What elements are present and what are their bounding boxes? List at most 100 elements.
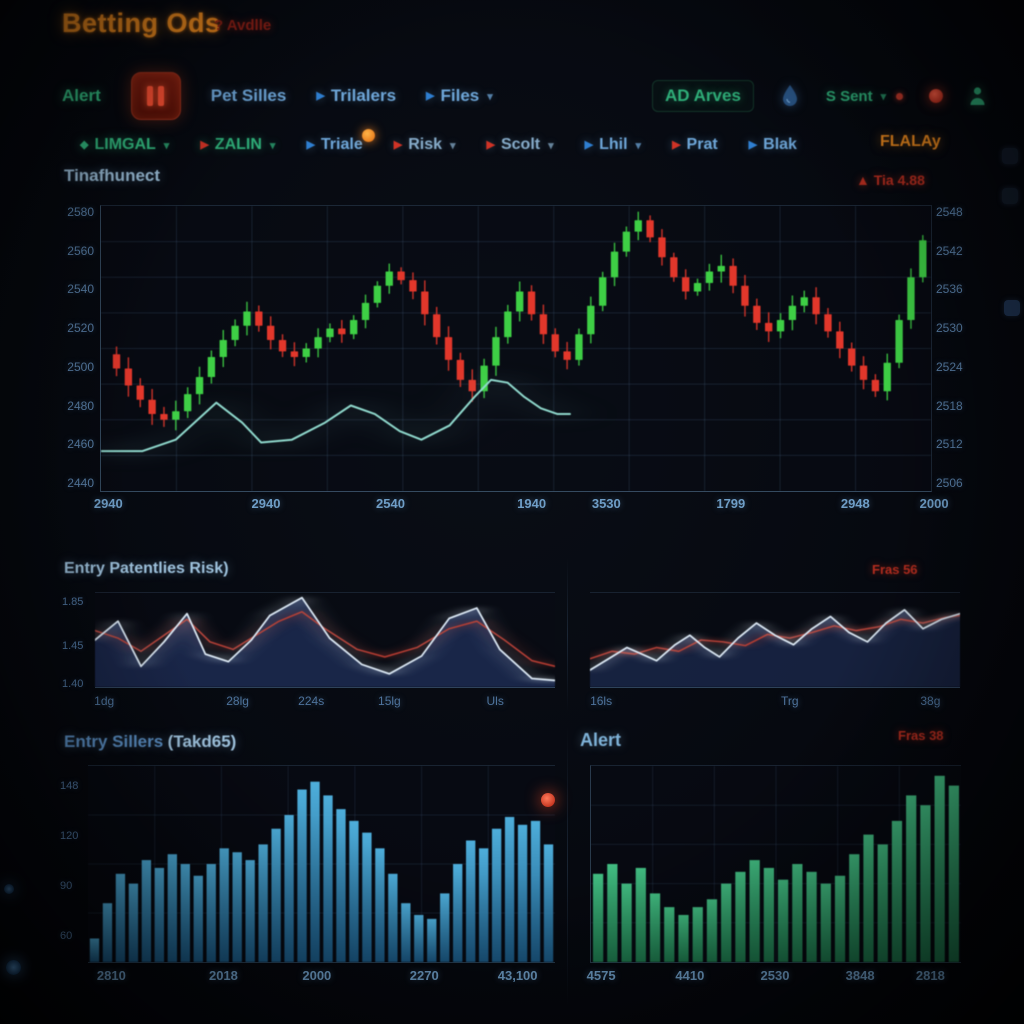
diamond-icon: ◆ [80, 138, 89, 151]
bottom-left-title-accent: (Takd65) [167, 732, 237, 751]
bar-svg [591, 766, 961, 962]
axis-tick: 2530 [760, 968, 790, 983]
axis-tick: 2000 [302, 968, 332, 983]
pause-button[interactable] [130, 72, 181, 120]
axis-tick: 15lg [378, 694, 401, 708]
axis-tick: 2560 [67, 243, 94, 258]
status-dot [6, 960, 21, 975]
ad-arves-label: AD Arves [665, 86, 741, 105]
mid-right-chart-plot[interactable] [590, 592, 960, 688]
bottom-left-chart-plot[interactable] [88, 765, 555, 963]
s-sent-label: S Sent [825, 87, 873, 105]
bottom-right-chart-plot[interactable] [590, 765, 961, 963]
chevron-down-icon: ▾ [548, 139, 554, 152]
pause-icon [158, 86, 165, 106]
edge-icon [1002, 148, 1018, 164]
axis-tick: 3848 [845, 968, 875, 983]
axis-tick: 4410 [675, 968, 705, 983]
bottom-right-alert: Fras 38 [898, 728, 944, 743]
main-chart-alert: ▲ Tia 4.88 [856, 172, 925, 188]
axis-tick: 1799 [716, 496, 746, 511]
axis-tick: 2940 [93, 496, 123, 511]
pause-icon [147, 86, 154, 106]
risk-menu[interactable]: ▶ Risk ▾ [394, 136, 456, 154]
axis-tick: 2580 [67, 205, 94, 219]
droplet-icon[interactable] [780, 84, 800, 108]
panel-divider [567, 558, 568, 712]
bottom-right-x-axis: 4575 4410 2530 3848 2818 [586, 968, 960, 986]
axis-tick: 2540 [376, 496, 405, 511]
bottom-left-ylabel: 120 [60, 830, 79, 842]
axis-tick: 2460 [67, 437, 94, 452]
files-label: Files [440, 86, 480, 105]
pet-silles-button[interactable]: Pet Silles [211, 86, 287, 106]
signal-alert-dot [541, 793, 555, 807]
main-chart-x-axis: 2940 2940 2540 1940 3530 1799 2948 2000 [94, 496, 949, 514]
axis-tick: 3530 [591, 496, 621, 511]
page-title: Betting Ods [62, 8, 221, 38]
files-menu[interactable]: ▶ Files ▾ [426, 86, 493, 106]
axis-tick: Uls [486, 694, 504, 708]
lhil-menu[interactable]: ▶ Lhil ▾ [585, 136, 641, 154]
limgal-menu[interactable]: ◆ LIMGAL ▾ [80, 136, 169, 154]
mid-left-ylabel: 1.85 [62, 596, 84, 608]
axis-tick: 2506 [936, 475, 963, 490]
axis-tick: 2810 [96, 968, 126, 983]
risk-label: Risk [408, 136, 442, 153]
lhil-label: Lhil [599, 136, 628, 153]
blak-menu[interactable]: ▶ Blak [749, 136, 797, 154]
user-icon[interactable] [969, 86, 986, 106]
axis-tick: 38g [920, 694, 941, 708]
edge-icon [1002, 188, 1018, 204]
notification-dot [896, 92, 904, 100]
zalin-menu[interactable]: ▶ ZALIN ▾ [200, 136, 275, 154]
bottom-left-title: Entry Sillers (Takd65) [64, 732, 236, 752]
axis-tick: 2018 [208, 968, 238, 983]
bottom-left-x-axis: 2810 2018 2000 2270 43,100 [88, 968, 555, 986]
axis-tick: 4575 [586, 968, 616, 983]
ad-arves-button[interactable]: AD Arves [652, 80, 754, 112]
axis-tick: 2000 [919, 496, 949, 511]
main-chart-y-axis-left: 2580 2560 2540 2520 2500 2480 2460 2440 [52, 205, 94, 490]
flalay-button[interactable]: FLALAy [880, 133, 941, 151]
alert-button-label: Alert [62, 86, 101, 105]
alert-button[interactable]: Alert [62, 86, 101, 106]
triale-label: Triale [321, 129, 375, 154]
alert-badge [361, 129, 375, 142]
scolt-menu[interactable]: ▶ Scolt ▾ [487, 136, 554, 154]
pet-silles-label: Pet Silles [210, 86, 287, 105]
main-chart-title: Tinafhunect [64, 166, 161, 185]
zalin-label: ZALIN [214, 136, 262, 153]
trilalers-button[interactable]: ▶ Trilalers [316, 86, 396, 106]
axis-tick: 2520 [67, 321, 94, 336]
line-svg [95, 593, 555, 687]
mid-right-alert: Fras 56 [872, 562, 918, 577]
axis-tick: 2940 [251, 496, 281, 511]
triale-menu[interactable]: ▶ Triale [306, 129, 375, 154]
mid-left-chart-plot[interactable] [95, 592, 555, 688]
s-sent-menu[interactable]: S Sent ▾ [825, 87, 904, 105]
chevron-down-icon: ▾ [880, 90, 887, 103]
axis-tick: 1dg [94, 694, 115, 708]
axis-tick: 2818 [915, 968, 945, 983]
chevron-down-icon: ▾ [635, 139, 642, 152]
mid-right-x-axis: 16ls Trg 38g [590, 694, 960, 712]
mid-left-title-text: Entry Patentlies [64, 560, 185, 577]
axis-tick: 224s [298, 694, 325, 708]
chevron-down-icon: ▾ [487, 90, 493, 103]
mid-left-ylabel: 1.40 [62, 678, 84, 690]
status-dot [4, 884, 14, 894]
prat-menu[interactable]: ▶ Prat [672, 136, 718, 154]
main-chart-y-axis-right: 2548 2542 2536 2530 2524 2518 2512 2506 [936, 205, 980, 490]
prat-label: Prat [686, 136, 718, 153]
main-chart-plot[interactable] [100, 205, 932, 492]
mid-left-ylabel: 1.45 [62, 640, 84, 652]
axis-tick: 2948 [840, 496, 870, 511]
header-tag: ? Avdlle [214, 17, 272, 34]
limgal-label: LIMGAL [94, 136, 156, 153]
play-icon: ▶ [393, 138, 403, 151]
record-icon[interactable] [929, 89, 944, 103]
axis-tick: 2524 [936, 359, 963, 374]
play-icon: ▶ [200, 138, 209, 151]
